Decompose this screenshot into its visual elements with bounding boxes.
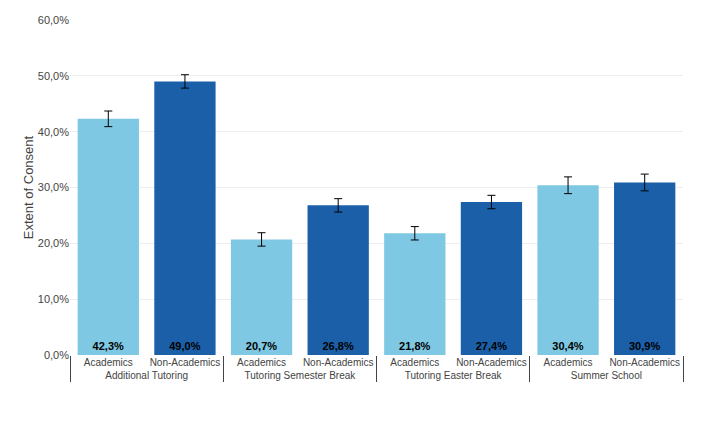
svg-text:Tutoring Easter Break: Tutoring Easter Break [405, 370, 503, 381]
svg-text:27,4%: 27,4% [476, 340, 507, 352]
svg-text:30,0%: 30,0% [38, 181, 69, 193]
svg-text:Academics: Academics [390, 357, 439, 368]
svg-text:49,0%: 49,0% [169, 340, 200, 352]
svg-text:Extent of Consent: Extent of Consent [21, 135, 36, 239]
svg-text:Academics: Academics [544, 357, 593, 368]
svg-text:Non-Academics: Non-Academics [150, 357, 221, 368]
svg-text:Non-Academics: Non-Academics [303, 357, 374, 368]
svg-text:Academics: Academics [84, 357, 133, 368]
svg-text:10,0%: 10,0% [38, 293, 69, 305]
svg-text:26,8%: 26,8% [322, 340, 353, 352]
svg-text:30,9%: 30,9% [629, 340, 660, 352]
svg-text:Non-Academics: Non-Academics [609, 357, 680, 368]
svg-text:20,0%: 20,0% [38, 237, 69, 249]
svg-text:Summer School: Summer School [571, 370, 642, 381]
svg-text:40,0%: 40,0% [38, 126, 69, 138]
svg-text:20,7%: 20,7% [246, 340, 277, 352]
svg-text:21,8%: 21,8% [399, 340, 430, 352]
svg-text:Additional Tutoring: Additional Tutoring [105, 370, 188, 381]
svg-text:60,0%: 60,0% [38, 14, 69, 26]
svg-text:42,3%: 42,3% [93, 340, 124, 352]
svg-text:Non-Academics: Non-Academics [456, 357, 527, 368]
svg-text:Tutoring Semester Break: Tutoring Semester Break [244, 370, 356, 381]
svg-text:Academics: Academics [237, 357, 286, 368]
svg-text:30,4%: 30,4% [552, 340, 583, 352]
svg-text:0,0%: 0,0% [44, 349, 69, 361]
svg-text:50,0%: 50,0% [38, 70, 69, 82]
